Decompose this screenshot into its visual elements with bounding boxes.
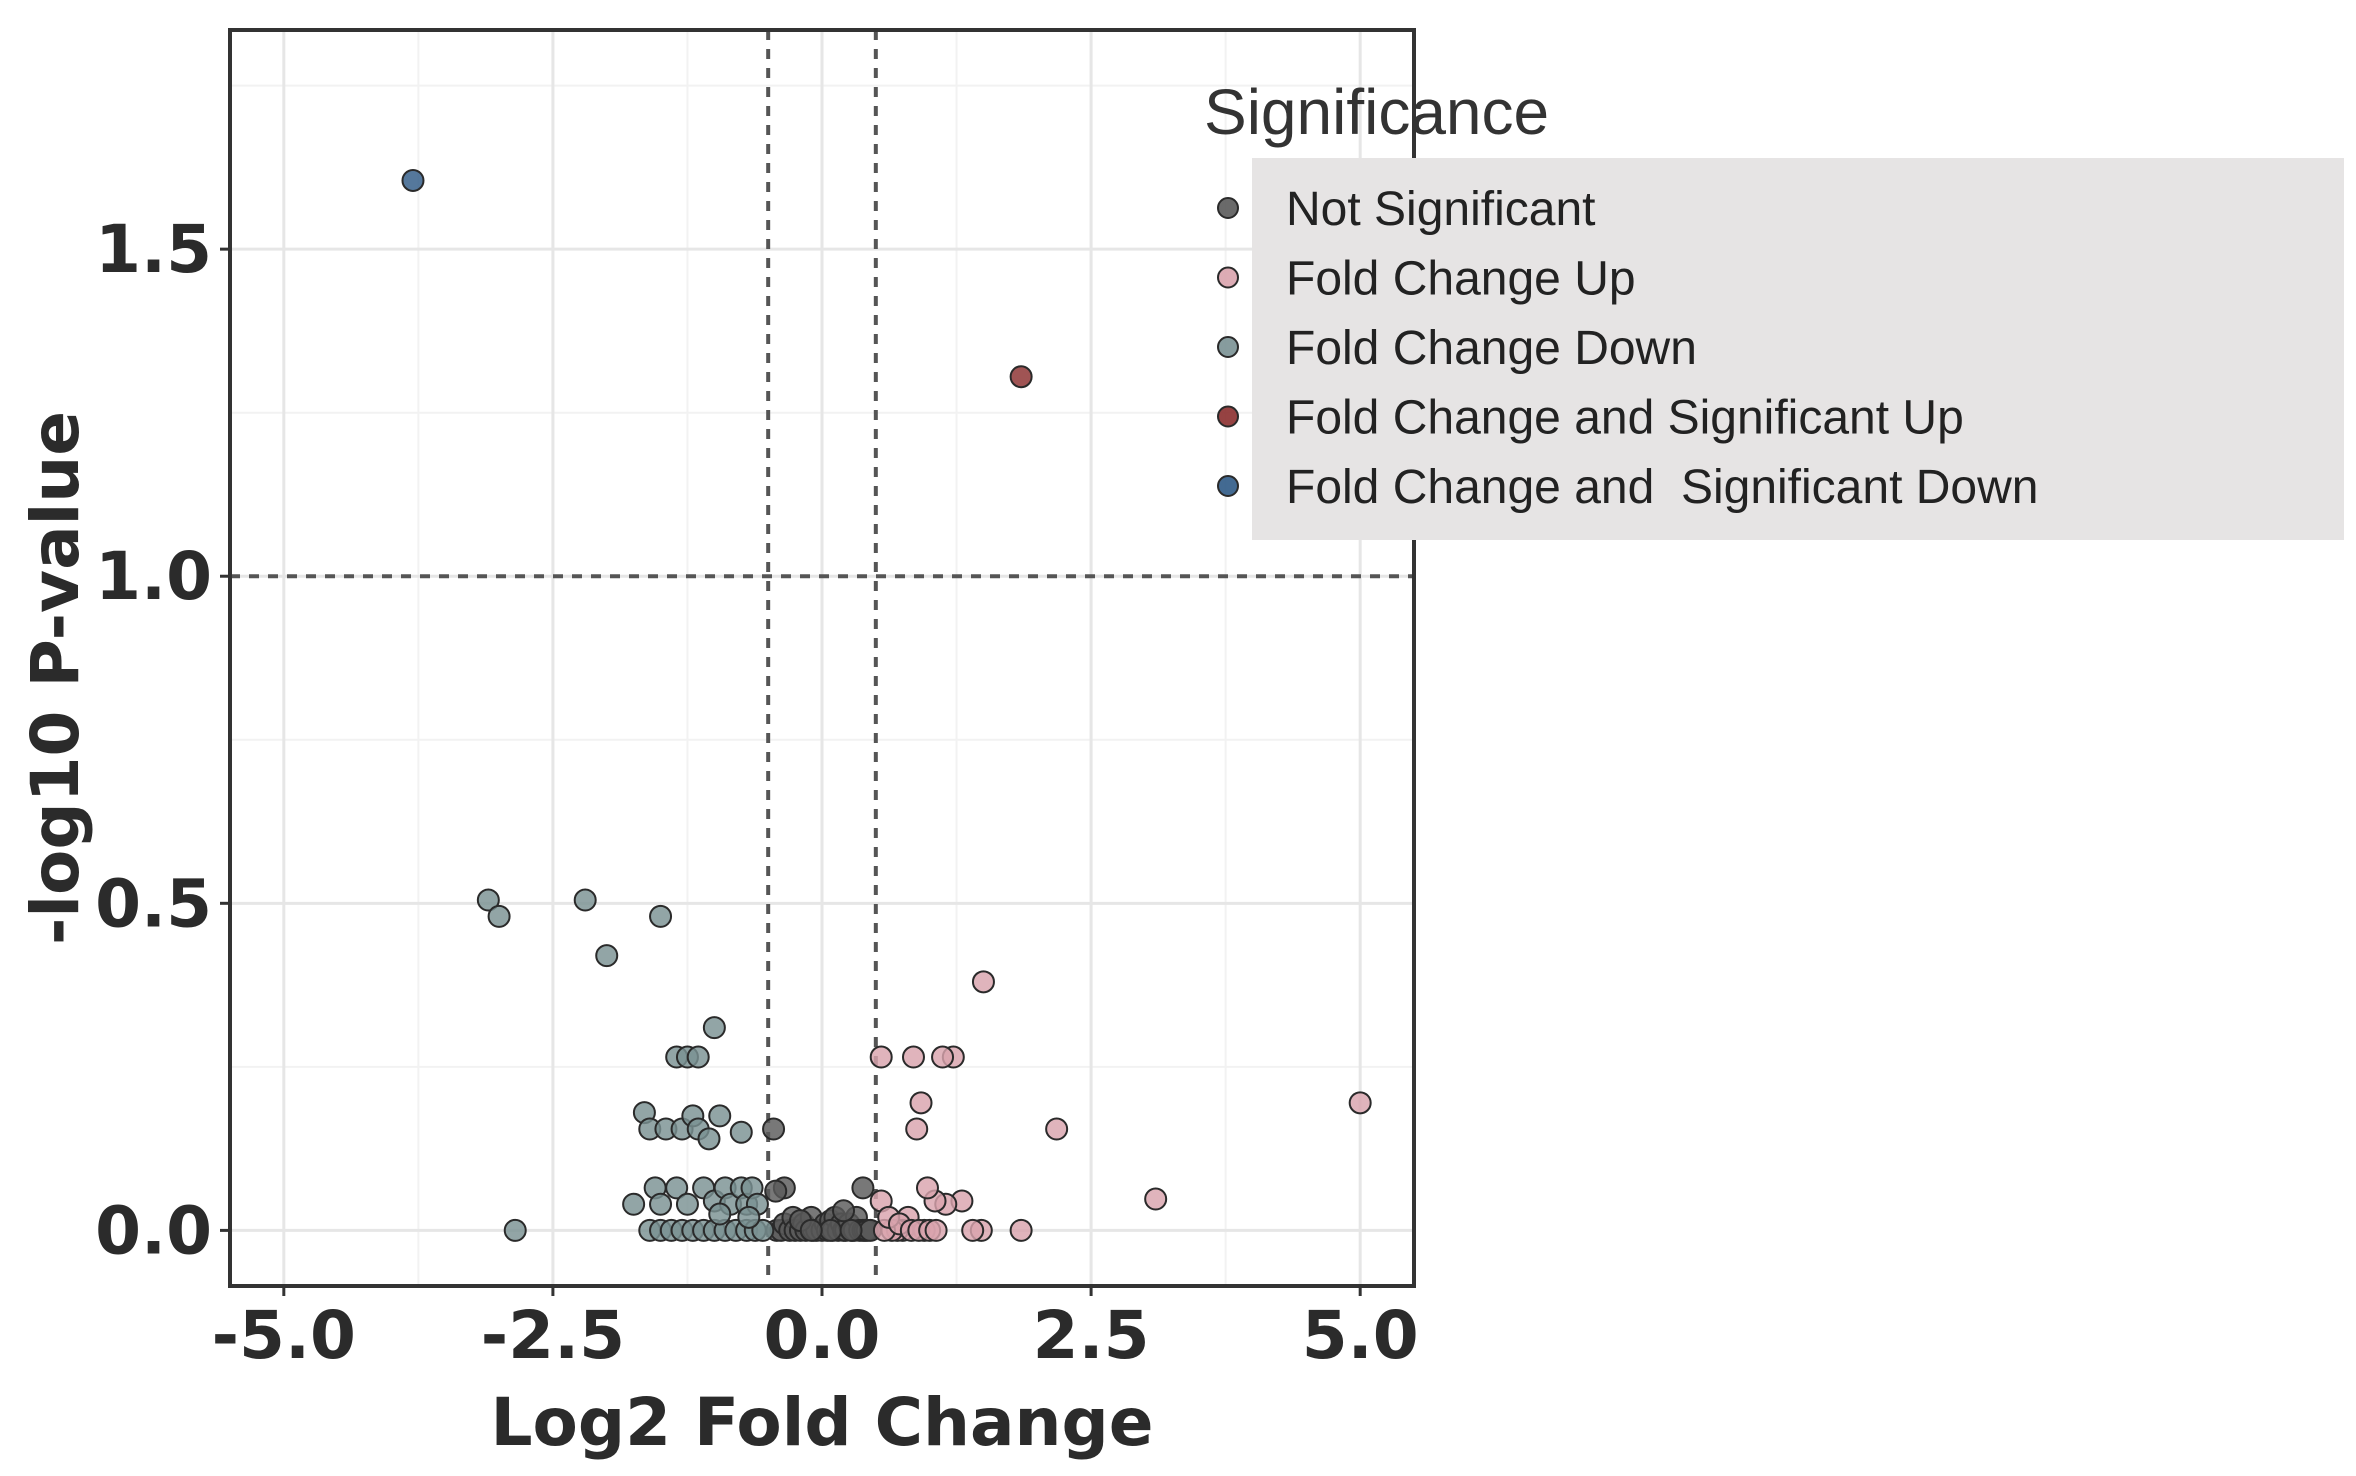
y-tick-label: 1.5 — [95, 211, 212, 288]
data-point — [622, 1192, 646, 1216]
x-axis-title: Log2 Fold Change — [490, 1384, 1153, 1461]
data-point — [832, 1199, 856, 1223]
data-point — [901, 1045, 925, 1069]
x-axis-ticks: -5.0 -2.5 0.0 2.5 5.0 — [212, 1286, 1419, 1374]
data-points — [401, 168, 1372, 1242]
data-point — [503, 1218, 527, 1242]
data-point — [665, 1176, 689, 1200]
data-point — [702, 1016, 726, 1040]
data-point — [729, 1120, 753, 1144]
series-3 — [1009, 365, 1033, 389]
data-point — [1009, 365, 1033, 389]
legend: Significance Not Significant Fold Change … — [1204, 76, 2344, 540]
data-point — [819, 1218, 843, 1242]
y-axis-title: -log10 P-value — [17, 411, 94, 945]
x-tick-label: 5.0 — [1302, 1297, 1419, 1374]
legend-swatch — [1217, 405, 1239, 428]
data-point — [764, 1179, 788, 1203]
threshold-lines — [230, 30, 1414, 1286]
data-point — [751, 1218, 775, 1242]
legend-swatch — [1217, 197, 1239, 219]
y-tick-label: 0.5 — [95, 865, 212, 942]
data-point — [649, 1192, 673, 1216]
legend-item: Fold Change Down — [1217, 322, 1697, 375]
legend-label: Fold Change and Significant Down — [1286, 461, 2038, 514]
legend-swatch — [1217, 266, 1239, 289]
series-4 — [401, 168, 425, 192]
y-tick-label: 1.0 — [95, 538, 212, 615]
data-point — [971, 970, 995, 994]
data-point — [961, 1218, 985, 1242]
data-point — [595, 944, 619, 968]
data-point — [909, 1091, 933, 1115]
data-point — [649, 904, 673, 928]
legend-item: Fold Change Up — [1217, 253, 1636, 306]
data-point — [924, 1218, 948, 1242]
series-1 — [869, 970, 1372, 1242]
data-point — [737, 1205, 761, 1229]
legend-label: Fold Change Down — [1286, 322, 1697, 375]
legend-background — [1252, 158, 2344, 540]
data-point — [708, 1104, 732, 1128]
legend-label: Fold Change and Significant Up — [1286, 392, 1964, 445]
data-point — [476, 888, 500, 912]
data-point — [1348, 1091, 1372, 1115]
grid — [230, 30, 1414, 1286]
legend-item: Fold Change and Significant Down — [1217, 461, 2038, 514]
data-point — [1144, 1187, 1168, 1211]
series-2 — [476, 888, 775, 1242]
data-point — [905, 1117, 929, 1141]
data-point — [675, 1192, 699, 1216]
data-point — [839, 1218, 863, 1242]
legend-item: Fold Change and Significant Up — [1217, 392, 1964, 445]
data-point — [708, 1202, 732, 1226]
legend-title: Significance — [1204, 76, 1549, 148]
data-point — [915, 1176, 939, 1200]
series-0 — [762, 1117, 882, 1242]
x-tick-label: -5.0 — [212, 1297, 356, 1374]
data-point — [799, 1218, 823, 1242]
data-point — [487, 904, 511, 928]
legend-label: Not Significant — [1286, 183, 1596, 236]
legend-swatch — [1217, 475, 1239, 497]
x-tick-label: -2.5 — [481, 1297, 625, 1374]
data-point — [869, 1045, 893, 1069]
data-point — [686, 1045, 710, 1069]
data-point — [573, 888, 597, 912]
legend-items: Not Significant Fold Change Up Fold Change… — [1217, 183, 2038, 514]
data-point — [401, 168, 425, 192]
data-point — [1009, 1218, 1033, 1242]
legend-label: Fold Change Up — [1286, 253, 1636, 306]
legend-item: Not Significant — [1217, 183, 1596, 236]
data-point — [851, 1176, 875, 1200]
data-point — [697, 1127, 721, 1151]
x-tick-label: 0.0 — [764, 1297, 881, 1374]
y-tick-label: 0.0 — [95, 1192, 212, 1269]
data-point — [931, 1045, 955, 1069]
y-axis-ticks: 0.0 0.5 1.0 1.5 — [95, 211, 230, 1269]
legend-swatch — [1217, 336, 1239, 358]
data-point — [1045, 1117, 1069, 1141]
data-point — [762, 1117, 786, 1141]
x-tick-label: 2.5 — [1033, 1297, 1150, 1374]
